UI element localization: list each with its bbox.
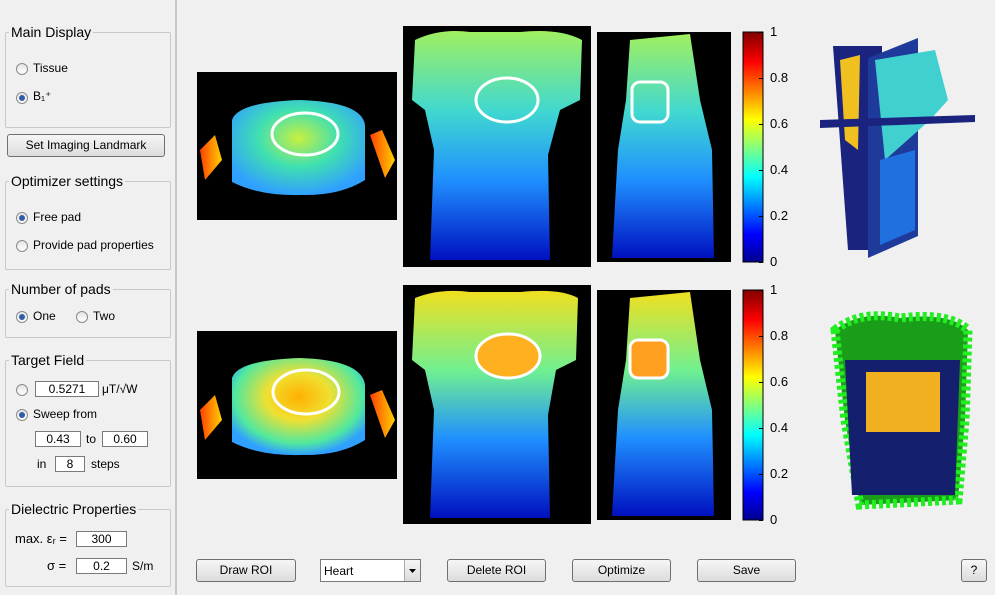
radio-button[interactable] bbox=[16, 63, 28, 75]
text-input[interactable]: 300 bbox=[76, 531, 127, 547]
save-button[interactable]: Save bbox=[697, 559, 796, 582]
radio-label[interactable]: Provide pad properties bbox=[33, 238, 154, 252]
group-box bbox=[5, 360, 171, 487]
radio-button[interactable] bbox=[16, 212, 28, 224]
label: σ = bbox=[47, 558, 67, 573]
colorbar-tick-label: 0.4 bbox=[770, 162, 789, 177]
radio-label[interactable]: Sweep from bbox=[33, 407, 98, 421]
sagittal-map-bottom bbox=[597, 290, 731, 520]
unit-label: μT/√W bbox=[102, 382, 138, 396]
colorbar-tick bbox=[759, 262, 763, 263]
colorbar-tick bbox=[759, 124, 763, 125]
radio-label[interactable]: Free pad bbox=[33, 210, 82, 224]
radio-label[interactable]: Tissue bbox=[33, 61, 68, 75]
label: in bbox=[37, 457, 47, 471]
sagittal-map-top bbox=[597, 32, 731, 262]
colorbar-tick-label: 0.2 bbox=[770, 466, 789, 481]
colorbar-tick-label: 1 bbox=[770, 24, 778, 39]
delete-roi-button[interactable]: Delete ROI bbox=[447, 559, 546, 582]
text-input[interactable]: 0.60 bbox=[102, 431, 148, 447]
colorbar-tick bbox=[759, 216, 763, 217]
colorbar-tick bbox=[759, 290, 763, 291]
radio-label[interactable]: One bbox=[33, 309, 56, 323]
radio-label[interactable]: Two bbox=[93, 309, 116, 323]
label: steps bbox=[91, 457, 120, 471]
colorbar-tick bbox=[759, 78, 763, 79]
colorbar-tick-label: 0 bbox=[770, 512, 778, 527]
unit-label: S/m bbox=[132, 559, 154, 573]
help-button[interactable]: ? bbox=[961, 559, 987, 582]
colorbar-tick bbox=[759, 428, 763, 429]
colorbar-tick-label: 0 bbox=[770, 254, 778, 269]
colorbar-tick-label: 0.8 bbox=[770, 328, 789, 343]
group-title: Target Field bbox=[9, 352, 87, 368]
radio-button[interactable] bbox=[16, 409, 28, 421]
arrow-icon bbox=[409, 569, 416, 573]
colorbar-tick bbox=[759, 32, 763, 33]
radio-button[interactable] bbox=[16, 311, 28, 323]
text-input[interactable]: 8 bbox=[55, 456, 85, 472]
roi-3d-render bbox=[830, 311, 973, 510]
colorbar-bottom bbox=[742, 289, 764, 521]
text-input[interactable]: 0.2 bbox=[76, 558, 127, 574]
radio-button[interactable] bbox=[16, 92, 28, 104]
colorbar-tick bbox=[759, 382, 763, 383]
draw-roi-button[interactable]: Draw ROI bbox=[196, 559, 296, 582]
colorbar-tick-label: 1 bbox=[770, 282, 778, 297]
group-title: Optimizer settings bbox=[9, 173, 126, 189]
colorbar-tick bbox=[759, 474, 763, 475]
roi-dropdown[interactable]: Heart bbox=[320, 559, 421, 582]
dropdown-value: Heart bbox=[324, 564, 354, 578]
coronal-map-top bbox=[403, 26, 591, 267]
colorbar-tick-label: 0.2 bbox=[770, 208, 789, 223]
group-box bbox=[5, 509, 171, 587]
colorbar-tick-label: 0.6 bbox=[770, 116, 789, 131]
label: max. εᵣ = bbox=[15, 531, 67, 546]
group-box bbox=[5, 181, 171, 270]
volume-render-top bbox=[820, 38, 975, 258]
radio-button[interactable] bbox=[16, 384, 28, 396]
radio-button[interactable] bbox=[16, 240, 28, 252]
colorbar-tick-label: 0.4 bbox=[770, 420, 789, 435]
label: to bbox=[86, 432, 97, 446]
text-input[interactable]: 0.5271 bbox=[35, 381, 99, 397]
group-title: Number of pads bbox=[9, 281, 113, 297]
axial-map-top bbox=[197, 72, 397, 220]
colorbar-top bbox=[742, 31, 764, 263]
landmark-button[interactable]: Set Imaging Landmark bbox=[7, 134, 165, 157]
radio-button[interactable] bbox=[76, 311, 88, 323]
group-box bbox=[5, 32, 171, 128]
dropdown-arrow[interactable] bbox=[404, 560, 420, 581]
radio-label[interactable]: B₁⁺ bbox=[33, 89, 52, 103]
colorbar-tick bbox=[759, 170, 763, 171]
colorbar-tick bbox=[759, 336, 763, 337]
group-title: Main Display bbox=[9, 24, 94, 40]
coronal-map-bottom bbox=[403, 285, 591, 524]
axial-map-bottom bbox=[197, 331, 397, 479]
colorbar-tick-label: 0.6 bbox=[770, 374, 789, 389]
colorbar-tick-label: 0.8 bbox=[770, 70, 789, 85]
group-title: Dielectric Properties bbox=[9, 501, 139, 517]
text-input[interactable]: 0.43 bbox=[35, 431, 81, 447]
optimize-button[interactable]: Optimize bbox=[572, 559, 671, 582]
colorbar-tick bbox=[759, 520, 763, 521]
